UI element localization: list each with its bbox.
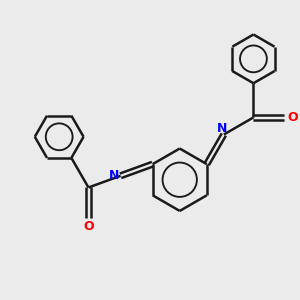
Text: O: O — [83, 220, 94, 233]
Text: N: N — [217, 122, 227, 135]
Text: N: N — [109, 169, 119, 182]
Text: O: O — [287, 111, 298, 124]
